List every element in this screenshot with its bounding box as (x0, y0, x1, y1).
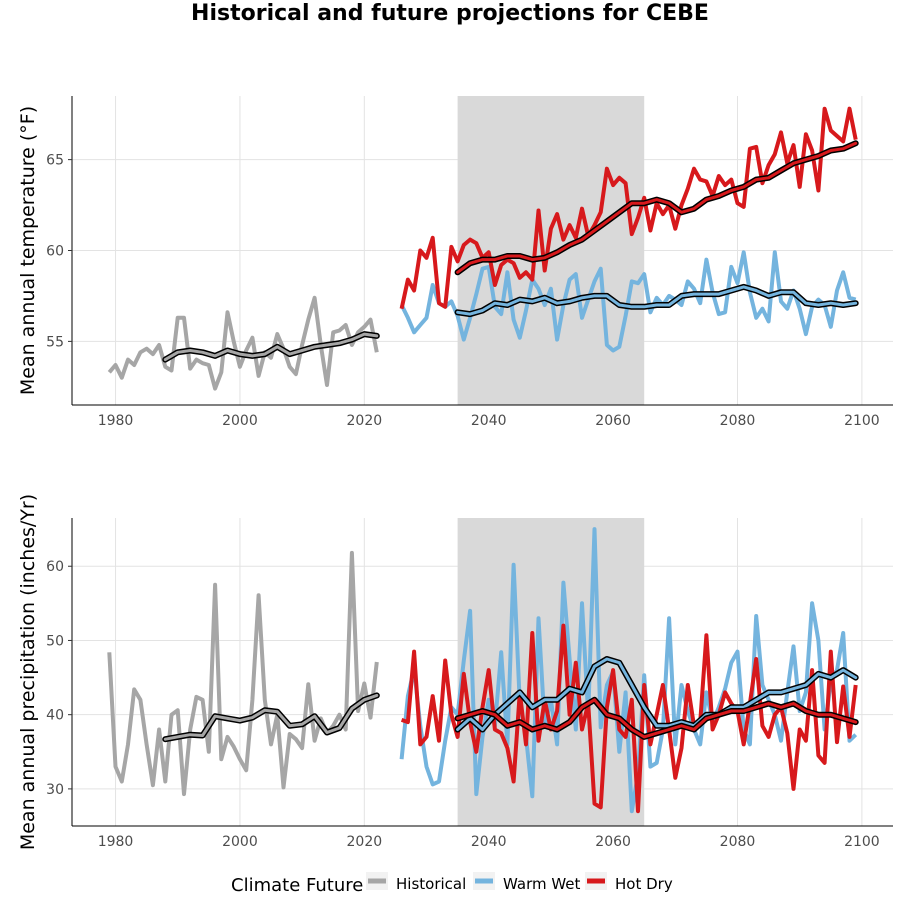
series-warm-wet-smooth (456, 285, 858, 316)
x-tick-label: 1980 (98, 834, 134, 850)
series-historical (107, 295, 379, 391)
chart-title: Historical and future projections for CE… (191, 1, 709, 26)
y-tick-label: 65 (46, 153, 64, 169)
x-tick-label: 2080 (720, 834, 756, 850)
y-tick-label: 60 (46, 244, 64, 260)
legend-label-warm-wet: Warm Wet (503, 875, 581, 893)
legend-label-historical: Historical (396, 875, 466, 893)
x-tick-label: 2000 (222, 834, 258, 850)
x-tick-label: 2060 (595, 834, 631, 850)
x-tick-label: 2000 (222, 413, 258, 429)
y-tick-label: 60 (46, 559, 64, 575)
series-historical (107, 550, 379, 797)
y-axis-label: Mean annual temperature (°F) (17, 106, 39, 395)
shaded-period (457, 518, 645, 826)
y-tick-label: 55 (46, 334, 64, 350)
x-tick-label: 2040 (471, 834, 507, 850)
legend-title: Climate Future (231, 875, 363, 896)
series-hot-dry-smooth (456, 698, 858, 739)
panel-1: 1980 2000 2020 2040 2060 2080 2100 55 60 65 Mean a… (17, 96, 893, 429)
y-tick-label: 50 (46, 633, 64, 649)
series-warm-wet (399, 527, 858, 814)
y-tick-label: 30 (46, 782, 64, 798)
panel-2: 1980 2000 2020 2040 2060 2080 2100 30 40 50 60 Mean… (17, 494, 893, 850)
x-tick-label: 2040 (471, 413, 507, 429)
shaded-period (457, 96, 645, 405)
series-historical-smooth (163, 332, 379, 362)
x-tick-label: 2080 (720, 413, 756, 429)
x-tick-label: 2020 (347, 834, 383, 850)
legend: Climate Future Historical Warm Wet Hot Dry (231, 872, 673, 896)
x-tick-label: 2100 (844, 413, 880, 429)
y-tick-label: 40 (46, 708, 64, 724)
x-tick-label: 2020 (347, 413, 383, 429)
legend-label-hot-dry: Hot Dry (615, 875, 673, 893)
series-hot-dry-smooth (456, 141, 858, 274)
x-tick-label: 1980 (98, 413, 134, 429)
series-warm-wet-smooth (456, 657, 858, 731)
series-historical-smooth (163, 693, 379, 741)
x-tick-label: 2060 (595, 413, 631, 429)
y-axis-label: Mean annual precipitation (inches/Yr) (17, 494, 39, 850)
x-tick-label: 2100 (844, 834, 880, 850)
